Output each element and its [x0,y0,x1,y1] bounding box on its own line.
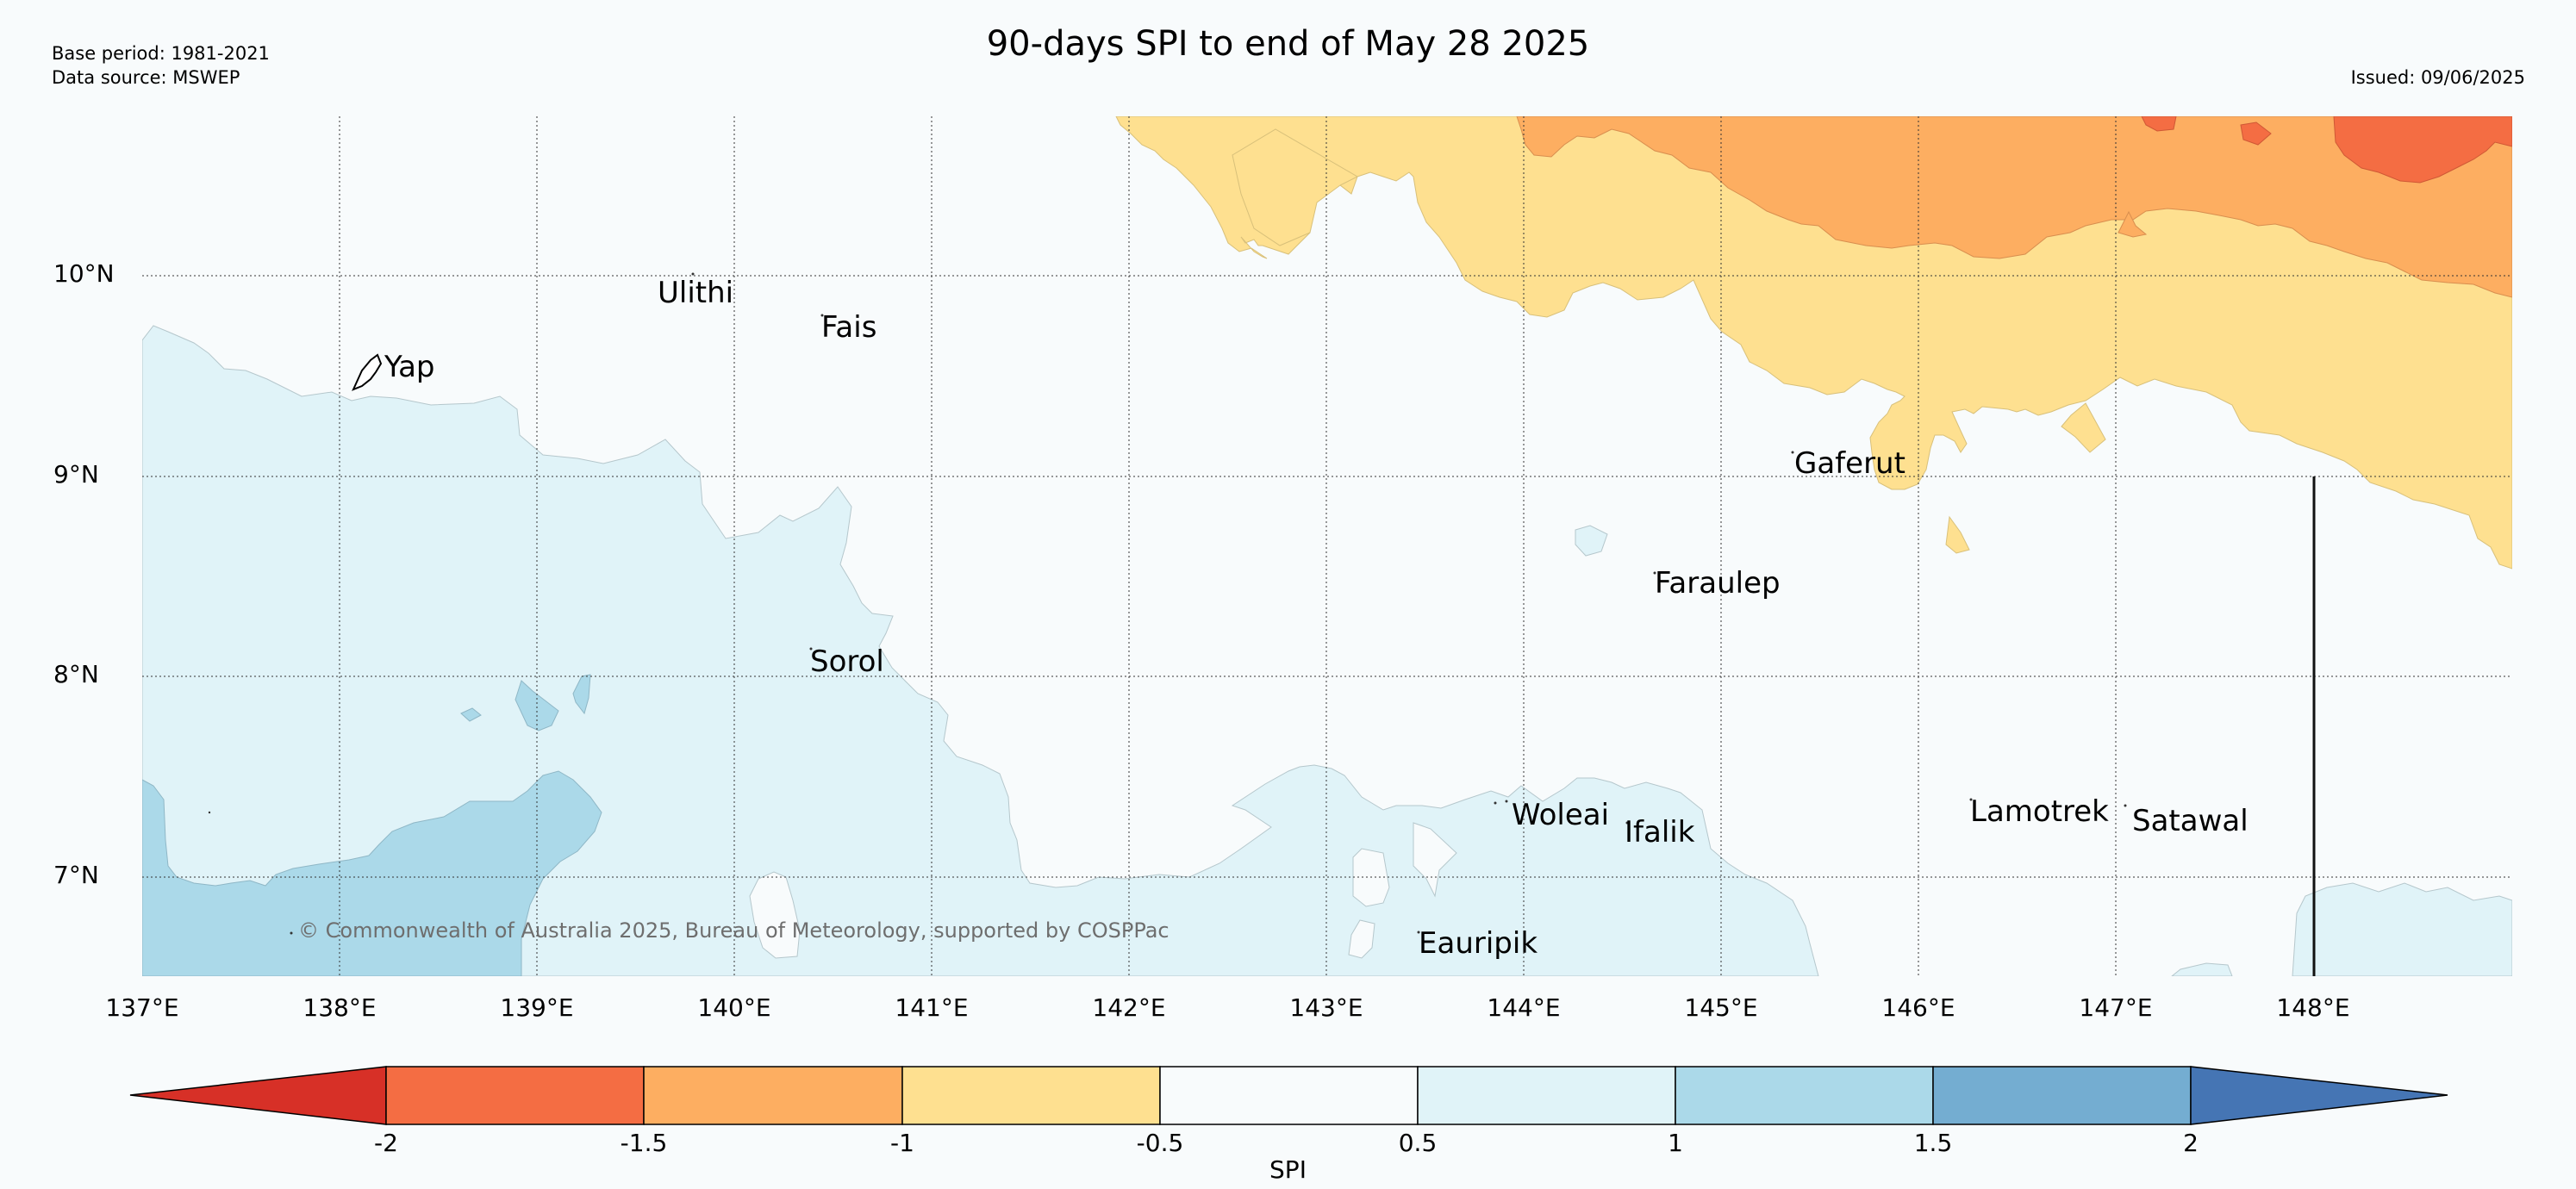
colorbar-extend-low [129,1066,387,1125]
spi-minus1-minus1.5-patch [2118,210,2148,238]
colorbar-bin-4 [1159,1066,1419,1125]
colorbar-tick: 1 [1668,1129,1683,1157]
spi-minus1.5-minus2-patch-b [2141,116,2177,132]
graticule [142,116,2512,976]
spi-minus0.5-minus1-region [1115,116,2512,570]
spi-1-1.5-region [142,770,602,976]
spi-minus0.5-minus1-patch-a [1945,515,1970,554]
colorbar-bin-3 [901,1066,1161,1125]
colorbar-tick: -1 [890,1129,914,1157]
spi-neutral-patch-2 [1413,822,1457,898]
spi-neutral-patch-3 [1348,919,1375,959]
place-label-lamotrek: Lamotrek [1970,794,2109,829]
lon-label-141e: 141°E [895,993,969,1022]
colorbar-tick: 1.5 [1913,1129,1953,1157]
spi-colorbar [129,1066,2448,1125]
lon-label-137e: 137°E [105,993,179,1022]
colorbar-tick: 0.5 [1398,1129,1438,1157]
issued-date: Issued: 09/06/2025 [2350,67,2525,88]
lon-label-140e: 140°E [697,993,771,1022]
lon-label-144e: 144°E [1487,993,1561,1022]
spi-neutral-patch-4 [749,871,801,959]
colorbar-bin-1 [385,1066,645,1125]
place-label-ulithi: Ulithi [658,276,734,310]
spi-minus1.5-minus2-patch-a [2240,121,2272,146]
spi-1-1.5-patch-c [460,707,482,722]
colorbar-tick: -1.5 [620,1129,668,1157]
place-label-sorol: Sorol [810,644,884,679]
copyright-notice: © Commonwealth of Australia 2025, Bureau… [298,918,1169,943]
colorbar-bin-6 [1675,1066,1934,1125]
place-label-fais: Fais [821,310,877,345]
colorbar-bin-7 [1932,1066,2192,1125]
place-label-ifalik: Ifalik [1625,815,1695,850]
place-label-eauripik: Eauripik [1419,926,1538,961]
lon-label-148e: 148°E [2276,993,2350,1022]
lon-label-146e: 146°E [1881,993,1955,1022]
colorbar-label: SPI [1269,1155,1307,1184]
island-markers [208,272,2127,935]
spi-1-1.5-patch-a [515,680,559,731]
place-label-yap: Yap [384,350,435,384]
spi-0.5-1-region-small [2171,962,2233,976]
place-label-satawal: Satawal [2132,804,2249,838]
lat-label-10n: 10°N [53,259,115,288]
place-label-faraulep: Faraulep [1655,566,1781,601]
spi-minus1.5-minus2-region [2333,116,2512,184]
place-label-gaferut: Gaferut [1794,446,1905,481]
base-period: Base period: 1981-2021 [52,43,270,64]
lon-label-147e: 147°E [2079,993,2153,1022]
place-label-woleai: Woleai [1512,798,1610,832]
lat-label-7n: 7°N [53,861,99,889]
lon-label-139e: 139°E [500,993,574,1022]
colorbar-bin-2 [643,1066,903,1125]
spi-minus0.5-minus1-patch-b [2061,402,2106,453]
lon-label-142e: 142°E [1092,993,1166,1022]
lon-label-145e: 145°E [1684,993,1758,1022]
data-source: Data source: MSWEP [52,67,240,88]
spi-0.5-1-region-east [2292,882,2512,976]
colorbar-tick: -0.5 [1136,1129,1184,1157]
map-title: 90-days SPI to end of May 28 2025 [986,24,1590,64]
lon-label-138e: 138°E [303,993,377,1022]
colorbar-extend-high [2190,1066,2448,1125]
yap-island-outline [352,353,383,391]
lon-label-143e: 143°E [1289,993,1363,1022]
lat-label-8n: 8°N [53,660,99,688]
spi-minus0.5-minus1-lobe [1232,128,1359,246]
colorbar-bin-5 [1417,1066,1676,1125]
colorbar-tick: 2 [2183,1129,2199,1157]
spi-0.5-1-patch-faraulep [1575,525,1608,557]
spi-minus1-minus1.5-region [1516,116,2512,298]
lat-label-9n: 9°N [53,460,99,489]
colorbar-tick: -2 [374,1129,398,1157]
